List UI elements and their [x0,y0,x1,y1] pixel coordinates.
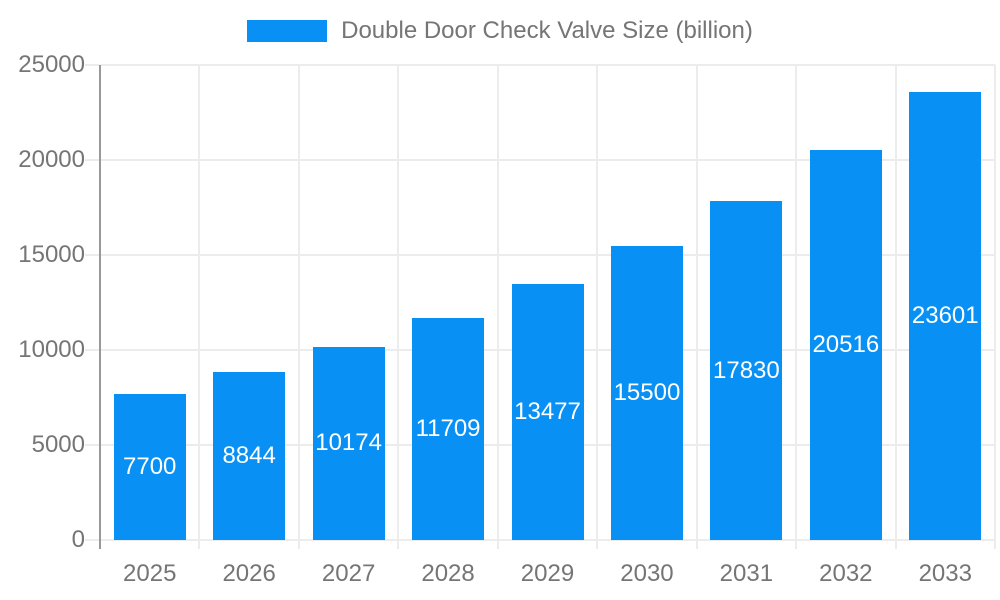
bar-value-label: 23601 [911,301,979,329]
bar[interactable]: 15500 [610,245,683,540]
x-gridline [297,65,300,540]
y-tick-label: 20000 [18,146,85,173]
y-gridline [100,64,995,66]
plot-area: 7700 8844 10174 11709 13477 15500 17830 20516 23… [85,64,996,549]
x-tick-mark [695,540,698,549]
y-tick-label: 15000 [18,241,85,268]
x-tick-label: 2025 [123,560,177,587]
y-tick-mark [85,444,99,446]
legend: Double Door Check Valve Size (billion) [0,18,1000,44]
x-tick-mark [994,540,996,549]
x-tick-label: 2031 [719,560,774,587]
x-tick-label: 2030 [620,560,674,587]
y-tick-mark [85,349,99,351]
bar-value-label: 11709 [415,414,481,442]
x-gridline [496,65,499,540]
bar-value-label: 7700 [123,452,177,480]
x-tick-label: 2027 [321,560,376,587]
x-gridline [994,65,996,540]
x-gridline [397,65,400,540]
bar[interactable]: 8844 [213,371,286,540]
x-gridline [596,65,599,540]
y-gridline [100,159,995,161]
y-axis-line [99,65,101,549]
y-tick-mark [85,254,99,256]
x-gridline [198,65,201,540]
x-tick-mark [496,540,499,549]
bar[interactable]: 17830 [710,201,783,540]
bar-value-label: 20516 [812,331,880,359]
x-tick-mark [397,540,400,549]
x-tick-label: 2029 [520,560,575,587]
x-tick-mark [596,540,599,549]
y-tick-label: 0 [71,526,85,553]
bar-value-label: 17830 [713,356,780,384]
y-gridline [100,254,995,256]
y-tick-label: 5000 [31,431,85,458]
x-tick-mark [795,540,798,549]
y-tick-mark [85,539,99,541]
x-gridline [695,65,698,540]
legend-item[interactable]: Double Door Check Valve Size (billion) [247,18,753,44]
x-gridline [894,65,897,540]
bar-value-label: 13477 [514,397,581,425]
bar[interactable]: 7700 [113,393,186,540]
y-tick-label: 25000 [18,51,85,78]
y-tick-label: 10000 [18,336,85,363]
bar-value-label: 15500 [613,378,681,406]
x-tick-mark [297,540,300,549]
bar[interactable]: 23601 [909,91,982,540]
x-tick-label: 2033 [918,560,972,587]
x-tick-label: 2028 [421,560,475,587]
bar[interactable]: 10174 [312,346,385,540]
bar[interactable]: 13477 [511,283,584,540]
legend-swatch [247,20,328,42]
x-gridline [795,65,798,540]
bar[interactable]: 11709 [412,317,485,540]
x-tick-mark [894,540,897,549]
x-tick-label: 2032 [819,560,873,587]
bar[interactable]: 20516 [809,150,882,540]
y-gridline [100,539,995,541]
y-tick-mark [85,64,99,66]
bar-value-label: 10174 [315,429,382,457]
bar-value-label: 8844 [222,441,276,469]
x-tick-mark [198,540,201,549]
legend-label: Double Door Check Valve Size (billion) [341,17,753,44]
x-tick-label: 2026 [222,560,276,587]
y-tick-mark [85,159,99,161]
